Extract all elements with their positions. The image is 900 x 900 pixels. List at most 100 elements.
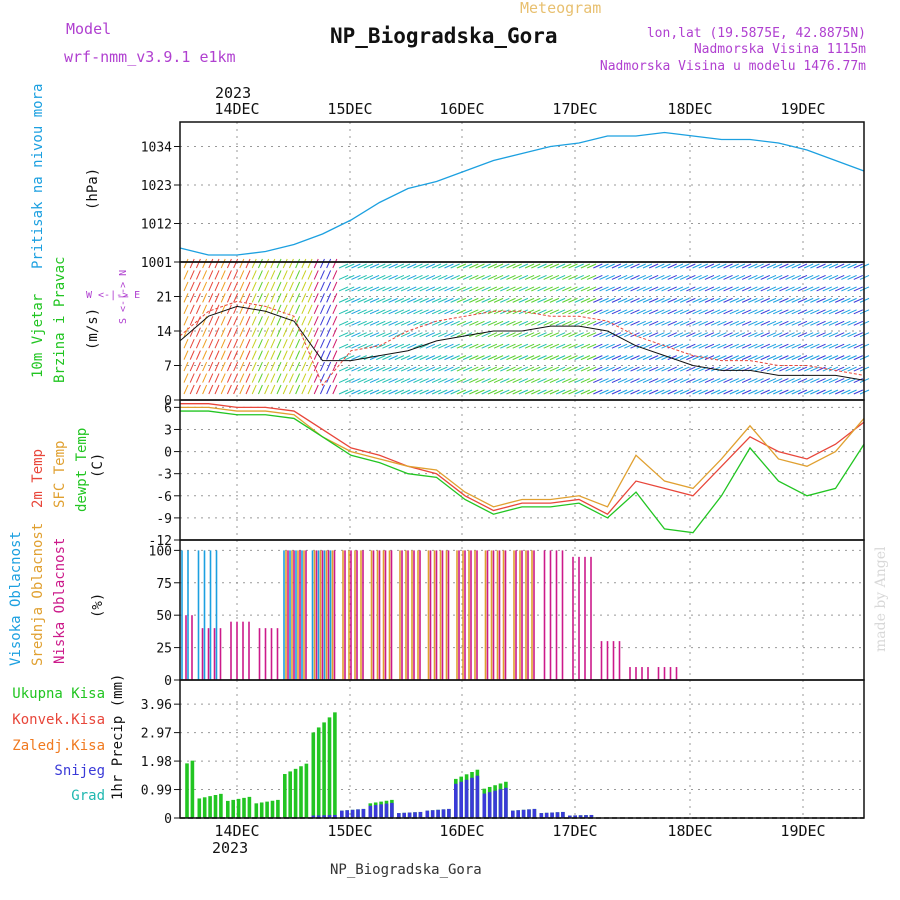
precip-bar (208, 796, 212, 818)
wind-barb (208, 384, 214, 395)
wind-barb (288, 373, 294, 383)
wind-barb (195, 373, 201, 383)
wind-barb (487, 355, 498, 361)
wind-barb (723, 309, 733, 315)
wind-barb (704, 320, 715, 326)
wind-barb (698, 297, 708, 303)
wind-barb (791, 320, 801, 326)
wind-barb (766, 286, 777, 292)
wind-barb (667, 263, 677, 269)
wind-barb (469, 286, 479, 292)
wind-barb (543, 332, 553, 338)
wind-barb (288, 281, 294, 292)
wind-barb (611, 378, 622, 384)
wind-barb (611, 309, 622, 315)
wind-barb (828, 332, 839, 338)
wind-barb (469, 366, 479, 372)
wind-barb (475, 389, 485, 395)
wind-barb (288, 258, 294, 269)
wind-barb (400, 309, 411, 315)
precip-legend: Ukupna Kisa Konvek.Kisa Zaledj.Kisa Snij… (12, 674, 126, 804)
snow-bar (333, 814, 337, 818)
wind-barb (388, 343, 398, 349)
wind-barb (469, 355, 479, 361)
wind-barb (189, 293, 195, 303)
wind-barb (245, 316, 251, 326)
wind-barb (413, 378, 423, 384)
wind-barb (288, 361, 294, 372)
wind-barb (717, 355, 727, 361)
wind-barb (555, 343, 566, 349)
wind-barb (524, 320, 535, 326)
wind-barb (195, 316, 201, 326)
wind-barb (679, 343, 690, 349)
legend-conv: Konvek.Kisa (12, 712, 105, 728)
precip-bar (226, 800, 230, 818)
wind-barb (276, 338, 282, 349)
wind-barb (251, 350, 257, 360)
wind-barb (425, 366, 436, 372)
wind-barb (630, 297, 640, 303)
wind-barb (425, 343, 436, 349)
wind-barb (679, 309, 690, 315)
wind-barb (195, 258, 201, 269)
wind-barb (717, 297, 727, 303)
temp-unit: (C) (90, 453, 106, 478)
wind-barb (605, 355, 615, 361)
snow-bar (418, 811, 423, 818)
wind-barb (307, 270, 313, 280)
wind-barb (853, 286, 864, 292)
wind-barb (431, 309, 442, 315)
wind-barb (766, 355, 777, 361)
chart-title: NP_Biogradska_Gora (330, 24, 558, 48)
wind-barb (363, 297, 374, 303)
wind-barb (400, 366, 411, 372)
wind-barb (562, 297, 572, 303)
wind-barb (338, 332, 349, 338)
wind-barb (394, 309, 405, 315)
precip-bar (304, 763, 309, 818)
wind-barb (568, 309, 578, 315)
wind-barb (822, 332, 832, 338)
wind-barb (493, 263, 504, 269)
wind-barb (797, 297, 808, 303)
wind-barb (785, 378, 795, 384)
wind-barb (568, 343, 578, 349)
wind-barb (307, 350, 313, 360)
wind-barb (220, 258, 226, 269)
wind-barb (748, 274, 758, 280)
wind-barb (605, 263, 615, 269)
snow-bar (568, 815, 572, 818)
wind-barb (686, 378, 696, 384)
wind-barb (481, 332, 491, 338)
wind-barb (413, 355, 423, 361)
wind-barb (779, 378, 789, 384)
wind-barb (264, 270, 270, 280)
wind-barb (611, 389, 622, 395)
wind-barb (394, 274, 405, 280)
wind-barb (661, 355, 671, 361)
wind-barb (574, 389, 584, 395)
wind-barb (419, 378, 429, 384)
wind-barb (382, 343, 392, 349)
wind-barb (220, 361, 226, 372)
wind-barb (264, 304, 270, 315)
wind-barb (754, 263, 764, 269)
wind-barb (363, 263, 374, 269)
wind-barb (431, 343, 442, 349)
wind-barb (202, 361, 208, 372)
wind-barb (531, 297, 541, 303)
wind-barb (450, 389, 460, 395)
wind-barb (363, 389, 374, 395)
snow-bar (373, 805, 378, 818)
wind-barb (276, 293, 282, 303)
wind-barb (313, 384, 319, 395)
wind-barb (326, 316, 332, 326)
wind-barb (661, 320, 671, 326)
wind-barb (785, 320, 795, 326)
wind-barb (791, 355, 801, 361)
wind-barb (630, 332, 640, 338)
wind-barb (419, 274, 429, 280)
wind-barb (673, 309, 684, 315)
wind-barb (673, 320, 684, 326)
